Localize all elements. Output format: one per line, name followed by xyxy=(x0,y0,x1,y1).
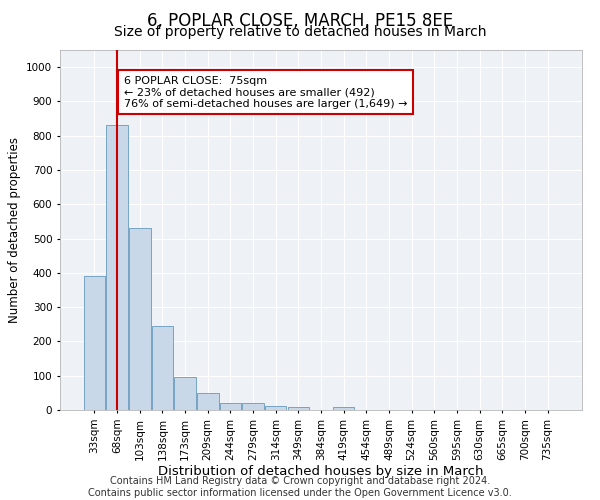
X-axis label: Distribution of detached houses by size in March: Distribution of detached houses by size … xyxy=(158,466,484,478)
Bar xyxy=(220,403,241,410)
Text: 6 POPLAR CLOSE:  75sqm
← 23% of detached houses are smaller (492)
76% of semi-de: 6 POPLAR CLOSE: 75sqm ← 23% of detached … xyxy=(124,76,407,109)
Bar xyxy=(333,406,355,410)
Bar xyxy=(175,378,196,410)
Bar xyxy=(129,228,151,410)
Bar xyxy=(84,276,105,410)
Bar xyxy=(106,126,128,410)
Bar xyxy=(287,406,309,410)
Bar xyxy=(152,326,173,410)
Y-axis label: Number of detached properties: Number of detached properties xyxy=(8,137,20,323)
Bar xyxy=(197,393,218,410)
Bar xyxy=(265,406,286,410)
Text: Contains HM Land Registry data © Crown copyright and database right 2024.
Contai: Contains HM Land Registry data © Crown c… xyxy=(88,476,512,498)
Text: Size of property relative to detached houses in March: Size of property relative to detached ho… xyxy=(114,25,486,39)
Text: 6, POPLAR CLOSE, MARCH, PE15 8EE: 6, POPLAR CLOSE, MARCH, PE15 8EE xyxy=(147,12,453,30)
Bar xyxy=(242,403,264,410)
